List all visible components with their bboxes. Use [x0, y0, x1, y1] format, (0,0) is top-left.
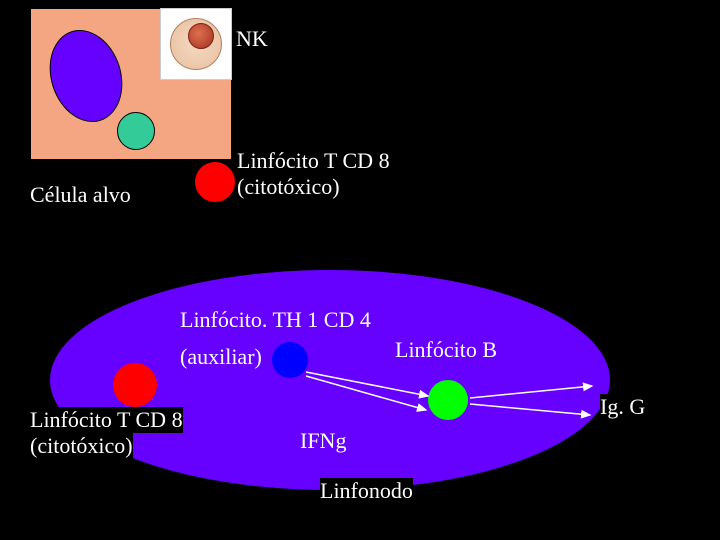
label-ifng: IFNg — [300, 428, 346, 454]
label-th1: Linfócito. TH 1 CD 4 — [180, 307, 371, 333]
label-nk: NK — [236, 26, 268, 52]
lymphnode-red-cell — [113, 363, 157, 407]
label-linfocito-b: Linfócito B — [395, 337, 497, 363]
lymphnode-svg — [0, 0, 720, 540]
label-cd8-top-line1: Linfócito T CD 8 — [237, 148, 390, 174]
lymphnode-green-cell — [428, 380, 468, 420]
label-cd8-top-line2: (citotóxico) — [237, 174, 340, 200]
label-igg: Ig. G — [600, 394, 645, 420]
lymphnode-blue-cell — [272, 342, 308, 378]
label-auxiliar: (auxiliar) — [180, 344, 262, 370]
label-cd8-bottom-line2: (citotóxico) — [30, 433, 133, 459]
label-linfonodo: Linfonodo — [320, 478, 413, 504]
label-cd8-bottom-line1: Linfócito T CD 8 — [30, 407, 183, 433]
label-celula-alvo: Célula alvo — [30, 182, 131, 208]
